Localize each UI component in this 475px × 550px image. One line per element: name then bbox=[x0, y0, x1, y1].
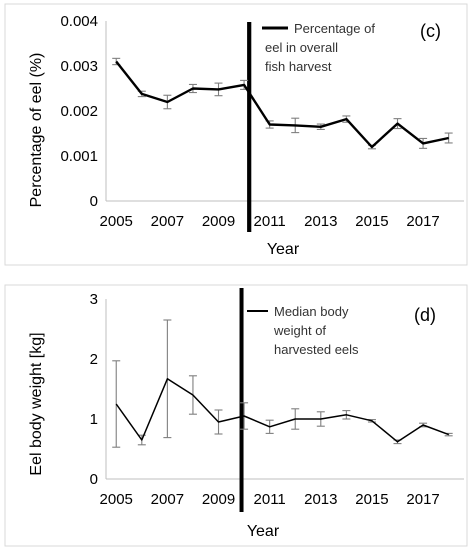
panel-d-y-axis-label: Eel body weight [kg] bbox=[28, 332, 45, 475]
panel-d-x-axis-label: Year bbox=[247, 523, 280, 540]
panel-c-x-tick-label: 2015 bbox=[355, 213, 388, 230]
panel-d-frame bbox=[4, 284, 468, 547]
panel-d-legend-line-1: Median body bbox=[274, 304, 349, 319]
panel-d-y-tick-label: 3 bbox=[90, 291, 98, 308]
panel-d-x-tick-label: 2015 bbox=[355, 491, 388, 508]
panel-d-x-tick-label: 2013 bbox=[304, 491, 337, 508]
panel-d-series-line bbox=[115, 378, 449, 443]
panel-d-legend: Median body weight of harvested eels bbox=[247, 304, 359, 357]
panel-c-x-axis-label: Year bbox=[267, 241, 300, 258]
panel-c-legend-line-3: fish harvest bbox=[265, 59, 332, 74]
panel-c-axes: 0 0.001 0.002 0.003 0.004 2005 2007 2009 2011 201… bbox=[60, 13, 464, 230]
panel-c-legend-line-2: eel in overall bbox=[265, 40, 338, 55]
panel-d-y-tick-label: 2 bbox=[90, 351, 98, 368]
panel-d-legend-line-3: harvested eels bbox=[274, 342, 359, 357]
panel-d-axes: 0 1 2 3 2005 2007 2009 2011 2013 2015 2017 bbox=[90, 291, 464, 508]
panel-c-x-tick-label: 2011 bbox=[254, 213, 286, 230]
panel-d-marks bbox=[112, 288, 453, 512]
panel-c-x-tick-label: 2017 bbox=[406, 213, 439, 230]
panel-c-y-tick-label: 0.003 bbox=[60, 58, 98, 75]
panel-c-x-tick-label: 2009 bbox=[202, 213, 235, 230]
panel-c-label: (c) bbox=[420, 21, 441, 41]
panel-c-y-tick-label: 0.004 bbox=[60, 13, 98, 30]
panel-c-x-tick-label: 2007 bbox=[151, 213, 184, 230]
panel-d-label: (d) bbox=[414, 305, 436, 325]
panel-c-x-tick-label: 2005 bbox=[100, 213, 133, 230]
panel-d-y-tick-label: 1 bbox=[90, 411, 98, 428]
panel-c-chart: 0 0.001 0.002 0.003 0.004 2005 2007 2009 2011 201… bbox=[4, 3, 468, 266]
panel-d-x-tick-label: 2005 bbox=[100, 491, 133, 508]
panel-c-frame bbox=[4, 3, 468, 266]
panel-c-x-tick-label: 2013 bbox=[304, 213, 337, 230]
panel-d-legend-line-2: weight of bbox=[273, 323, 326, 338]
panel-d-x-tick-label: 2009 bbox=[202, 491, 235, 508]
panel-d-x-tick-label: 2011 bbox=[254, 491, 286, 508]
panel-c-marks bbox=[112, 22, 453, 232]
panel-c-y-axis-label: Percentage of eel (%) bbox=[28, 53, 45, 208]
panel-c-legend: Percentage of eel in overall fish harves… bbox=[262, 21, 375, 74]
panel-c-y-tick-label: 0.001 bbox=[60, 148, 98, 165]
panel-d-chart: 0 1 2 3 2005 2007 2009 2011 2013 2015 2017 Median … bbox=[4, 284, 468, 547]
panel-d-x-tick-label: 2007 bbox=[151, 491, 184, 508]
panel-c-y-tick-label: 0.002 bbox=[60, 103, 98, 120]
panel-c-series-line bbox=[115, 60, 449, 149]
panel-d-x-tick-label: 2017 bbox=[406, 491, 439, 508]
panel-d-y-tick-label: 0 bbox=[90, 471, 98, 488]
panel-c-y-tick-label: 0 bbox=[90, 193, 98, 210]
panel-c-legend-line-1: Percentage of bbox=[294, 21, 375, 36]
